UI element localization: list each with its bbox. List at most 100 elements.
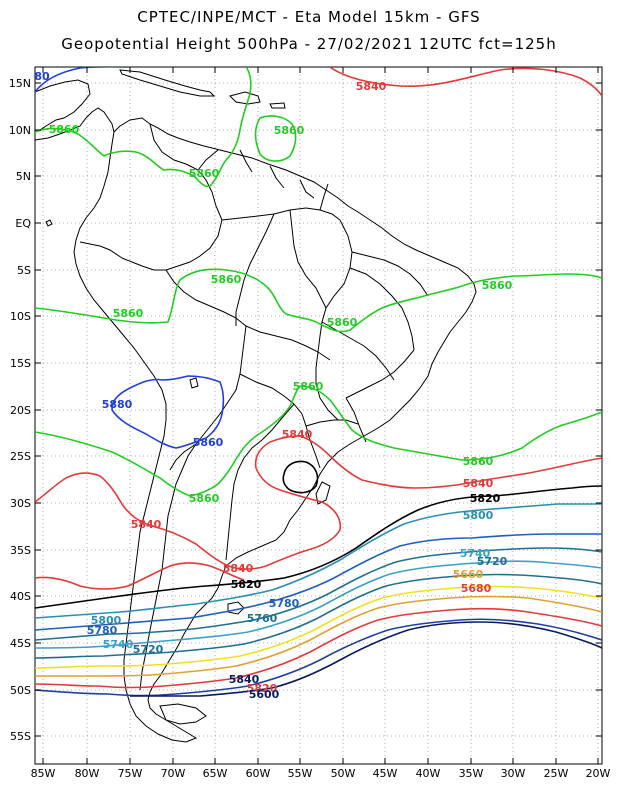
contour-label: 5860 xyxy=(327,316,358,329)
contour-label: 5780 xyxy=(87,624,118,637)
contour-5840-south xyxy=(35,435,602,570)
contour-5860-amazon xyxy=(35,268,602,333)
contour-5640 xyxy=(35,618,602,697)
contour-label: 5780 xyxy=(269,597,300,610)
central-america-coast xyxy=(35,79,91,132)
contour-label: 5600 xyxy=(249,688,280,701)
lon-label: 75W xyxy=(118,767,143,780)
south-america-coast xyxy=(73,117,477,743)
lat-label: 50S xyxy=(10,684,31,697)
lon-label: 35W xyxy=(459,767,484,780)
contour-label: 5820 xyxy=(231,578,262,591)
lat-label: 40S xyxy=(10,590,31,603)
contour-5840-patagonia xyxy=(35,562,245,590)
contour-labels: 80 5840 5860 5860 5860 5860 5860 5860 5860 5860 58… xyxy=(34,70,512,701)
contour-label: 5860 xyxy=(211,273,242,286)
contour-label: 5860 xyxy=(274,124,305,137)
contour-5780 xyxy=(35,533,602,631)
lon-label: 80W xyxy=(75,767,100,780)
contour-5880-peru xyxy=(111,375,225,449)
contour-5700 xyxy=(35,585,602,669)
contour-5820-low xyxy=(282,460,319,494)
contour-5760 xyxy=(35,547,602,641)
contour-5620 xyxy=(130,621,602,697)
contour-5860-south xyxy=(35,385,602,497)
contour-5740 xyxy=(35,560,602,649)
contour-label: 5860 xyxy=(463,455,494,468)
contour-label: 5860 xyxy=(189,492,220,505)
lat-label: 25S xyxy=(10,450,31,463)
contour-label: 5860 xyxy=(189,167,220,180)
plot-frame xyxy=(34,66,603,765)
lat-label: 15N xyxy=(9,77,31,90)
central-america-coast-south xyxy=(35,107,115,141)
contour-label: 5840 xyxy=(282,428,313,441)
lake-titicaca xyxy=(189,377,199,389)
contour-label: 5860 xyxy=(113,307,144,320)
lat-label: 10N xyxy=(9,124,31,137)
lat-label: 10S xyxy=(10,310,31,323)
contour-label: 5740 xyxy=(103,638,134,651)
lon-label: 50W xyxy=(331,767,356,780)
lon-label: 30W xyxy=(501,767,526,780)
lat-label: 5S xyxy=(17,264,31,277)
lon-label: 70W xyxy=(161,767,186,780)
contour-5800 xyxy=(35,503,602,619)
contour-label: 5820 xyxy=(247,682,278,695)
brazil-state-borders xyxy=(235,209,429,443)
lon-label: 85W xyxy=(31,767,56,780)
contour-label: 5720 xyxy=(477,555,508,568)
contour-5820 xyxy=(35,485,602,609)
title-line-2: Geopotential Height 500hPa - 27/02/2021 … xyxy=(61,35,557,53)
contour-label: 5720 xyxy=(133,643,164,656)
contour-label: 5840 xyxy=(223,562,254,575)
contour-5840-north xyxy=(329,67,602,97)
contour-label: 5860 xyxy=(482,279,513,292)
lon-label: 40W xyxy=(416,767,441,780)
lat-label: 30S xyxy=(10,497,31,510)
contour-label: 5840 xyxy=(131,518,162,531)
lat-label: 45S xyxy=(10,637,31,650)
lon-label: 20W xyxy=(586,767,611,780)
contour-5660 xyxy=(35,607,602,689)
contour-label: 5740 xyxy=(460,547,491,560)
contour-5720 xyxy=(35,573,602,659)
lat-label: 5N xyxy=(16,170,31,183)
lon-label: 55W xyxy=(288,767,313,780)
contour-5880-north xyxy=(35,67,128,93)
contour-label: 5840 xyxy=(356,80,387,93)
lon-label: 65W xyxy=(203,767,228,780)
axes: 15N 10N 5N EQ 5S 10S 15S 20S 25S 30S 35S 40S 45S 50S 5… xyxy=(9,67,611,780)
lon-label: 60W xyxy=(246,767,271,780)
contour-label: 5800 xyxy=(463,509,494,522)
contour-label: 5840 xyxy=(463,477,494,490)
contour-label: 5680 xyxy=(461,582,492,595)
contour-label: 80 xyxy=(34,70,50,83)
contour-label: 5760 xyxy=(247,612,278,625)
contour-5860-north xyxy=(35,67,297,188)
contour-label: 5800 xyxy=(91,614,122,627)
lat-label: 35S xyxy=(10,544,31,557)
contour-label: 5840 xyxy=(229,673,260,686)
tierra-del-fuego xyxy=(159,703,207,725)
puerto-rico-coast xyxy=(269,102,286,109)
cuba-coast xyxy=(119,69,216,97)
galapagos xyxy=(45,219,53,227)
contour-label: 5860 xyxy=(193,436,224,449)
contour-label: 5860 xyxy=(293,380,324,393)
hispaniola-coast xyxy=(229,91,261,105)
lat-label: 20S xyxy=(10,404,31,417)
lat-label: EQ xyxy=(15,217,31,230)
lon-label: 25W xyxy=(544,767,569,780)
lat-label: 15S xyxy=(10,357,31,370)
title-line-1: CPTEC/INPE/MCT - Eta Model 15km - GFS xyxy=(137,8,481,26)
contour-label: 5660 xyxy=(453,568,484,581)
height-contours xyxy=(35,67,602,697)
lat-label: 55S xyxy=(10,730,31,743)
contour-label: 5880 xyxy=(102,398,133,411)
contour-label: 5860 xyxy=(49,123,80,136)
lon-label: 45W xyxy=(373,767,398,780)
contour-label: 5820 xyxy=(470,492,501,505)
contour-5680 xyxy=(35,595,602,677)
